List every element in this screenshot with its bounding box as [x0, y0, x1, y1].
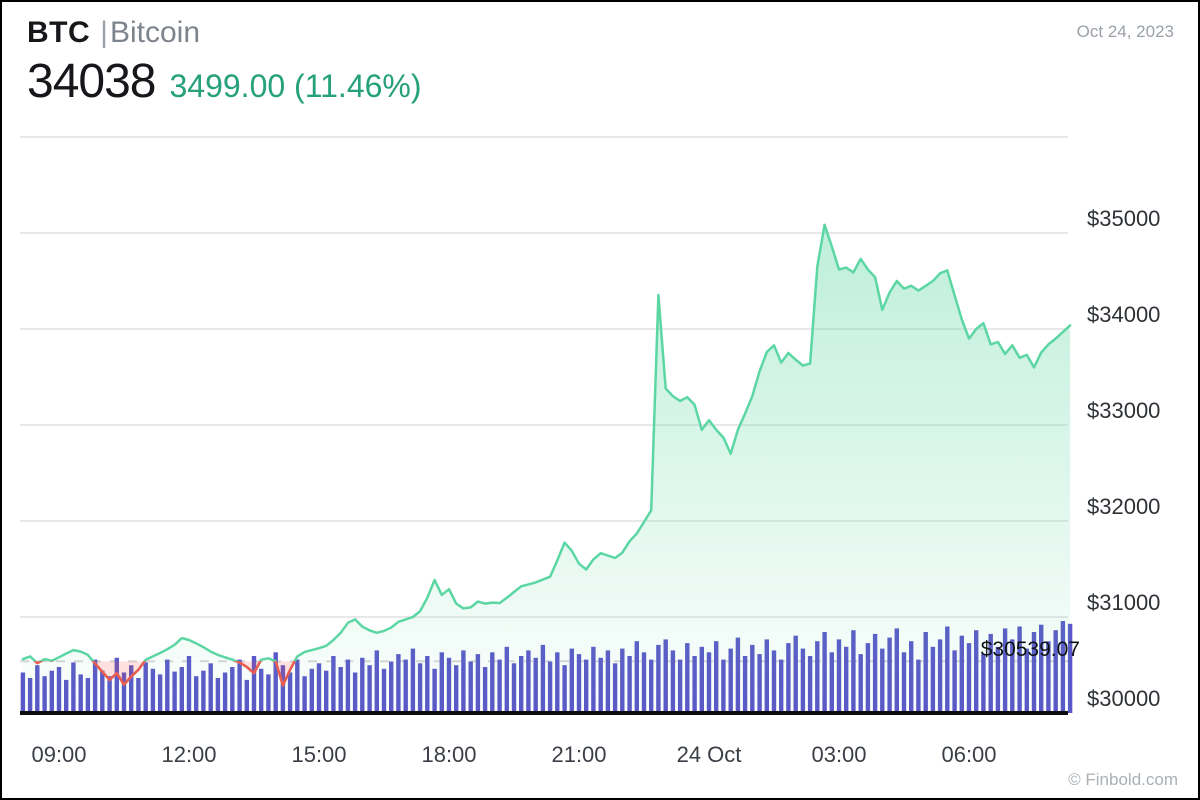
ticker-header: BTC |Bitcoin 34038 3499.00 (11.46%) — [27, 16, 422, 112]
x-axis-tick-1200: 12:00 — [161, 742, 217, 767]
x-axis-tick-0300: 03:00 — [811, 742, 867, 767]
coin-name: Bitcoin — [109, 16, 200, 49]
y-axis-tick-35000: $35000 — [1087, 206, 1161, 231]
x-axis-tick-0900: 09:00 — [31, 742, 87, 767]
finbold-watermark: © Finbold.com — [1068, 770, 1178, 789]
x-axis-tick-0600: 06:00 — [941, 742, 997, 767]
x-axis-tick-24oct: 24 Oct — [676, 742, 742, 767]
chart-date: Oct 24, 2023 — [1076, 22, 1174, 41]
y-axis-tick-33000: $33000 — [1087, 398, 1161, 423]
x-axis-tick-1500: 15:00 — [291, 742, 347, 767]
price-line-series — [21, 223, 1072, 714]
y-axis-tick-31000: $31000 — [1087, 590, 1161, 615]
current-price: 34038 — [27, 55, 156, 108]
y-axis-tick-34000: $34000 — [1087, 302, 1161, 327]
x-axis-tick-1800: 18:00 — [421, 742, 477, 767]
price-change: 3499.00 (11.46%) — [169, 68, 422, 104]
x-axis-tick-2100: 21:00 — [551, 742, 607, 767]
y-axis-tick-30000: $30000 — [1087, 686, 1161, 711]
ticker-symbol: BTC — [27, 16, 91, 49]
symbol-name-divider: | — [100, 16, 108, 49]
y-axis-tick-32000: $32000 — [1087, 494, 1161, 519]
x-axis-line — [20, 711, 1068, 715]
previous-close-value-label: $30539.07 — [980, 638, 1080, 661]
